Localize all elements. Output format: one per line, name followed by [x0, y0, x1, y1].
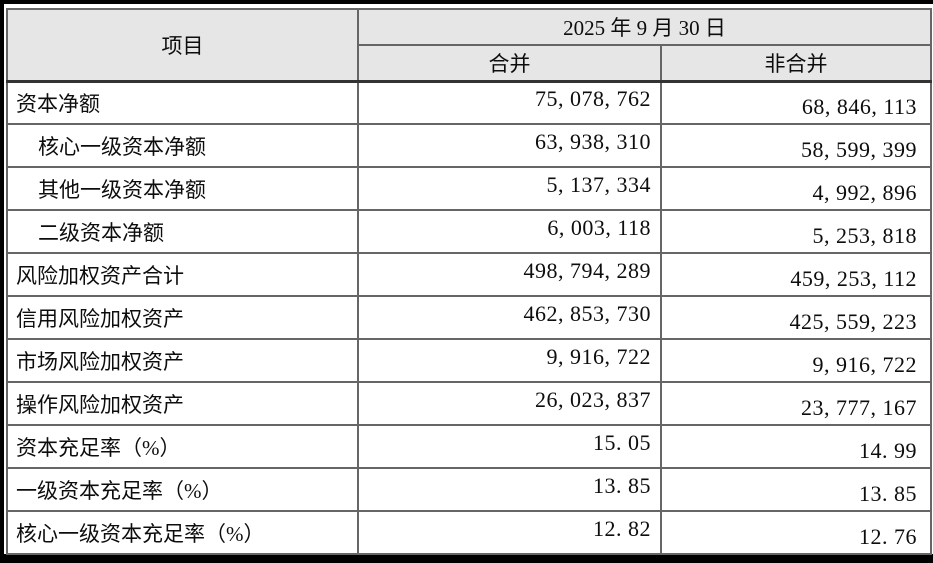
row-label: 核心一级资本充足率（%） [16, 521, 265, 546]
capital-adequacy-table: 项目 2025 年 9 月 30 日 合并 非合并 资本净额 75, 078, … [6, 8, 932, 555]
frame-edge-bottom [0, 554, 933, 563]
unconsolidated-value-cell: 459, 253, 112 [660, 252, 932, 297]
unconsolidated-value-cell: 425, 559, 223 [660, 295, 932, 340]
row-label-cell: 一级资本充足率（%） [6, 467, 359, 512]
consolidated-value-cell: 6, 003, 118 [357, 209, 662, 254]
row-label: 操作风险加权资产 [16, 392, 184, 417]
unconsolidated-value-cell: 14. 99 [660, 424, 932, 469]
consolidated-value: 12. 82 [593, 515, 651, 541]
row-label: 风险加权资产合计 [16, 263, 184, 288]
consolidated-value: 462, 853, 730 [523, 300, 651, 326]
table-row: 市场风险加权资产 9, 916, 722 9, 916, 722 [6, 338, 932, 383]
row-label-cell: 资本净额 [6, 80, 359, 125]
frame-edge-top [0, 0, 933, 4]
table-row: 核心一级资本充足率（%） 12. 82 12. 76 [6, 510, 932, 555]
unconsolidated-value: 4, 992, 896 [812, 179, 917, 205]
row-label-cell: 核心一级资本净额 [6, 123, 359, 168]
consolidated-value: 498, 794, 289 [523, 257, 651, 283]
consolidated-value-cell: 5, 137, 334 [357, 166, 662, 211]
row-label: 信用风险加权资产 [16, 306, 184, 331]
unconsolidated-value-cell: 58, 599, 399 [660, 123, 932, 168]
row-label-cell: 核心一级资本充足率（%） [6, 510, 359, 555]
row-label-cell: 其他一级资本净额 [6, 166, 359, 211]
date-column-header: 2025 年 9 月 30 日 [357, 8, 932, 46]
consolidated-value-cell: 63, 938, 310 [357, 123, 662, 168]
table-header: 项目 2025 年 9 月 30 日 合并 非合并 [6, 8, 932, 83]
consolidated-value: 13. 85 [593, 472, 651, 498]
unconsolidated-value: 459, 253, 112 [790, 265, 917, 291]
frame-edge-left [0, 0, 4, 563]
consolidated-column-header: 合并 [357, 44, 662, 83]
unconsolidated-value: 5, 253, 818 [812, 222, 917, 248]
row-label-cell: 风险加权资产合计 [6, 252, 359, 297]
row-label-cell: 资本充足率（%） [6, 424, 359, 469]
unconsolidated-value-cell: 23, 777, 167 [660, 381, 932, 426]
table-row: 核心一级资本净额 63, 938, 310 58, 599, 399 [6, 123, 932, 168]
unconsolidated-value: 68, 846, 113 [801, 93, 917, 119]
row-label-cell: 信用风险加权资产 [6, 295, 359, 340]
row-label-cell: 操作风险加权资产 [6, 381, 359, 426]
row-label: 市场风险加权资产 [16, 349, 184, 374]
unconsolidated-value: 13. 85 [859, 480, 917, 506]
consolidated-value: 9, 916, 722 [546, 343, 651, 369]
consolidated-value: 15. 05 [593, 429, 651, 455]
table-row: 信用风险加权资产 462, 853, 730 425, 559, 223 [6, 295, 932, 340]
table-row: 风险加权资产合计 498, 794, 289 459, 253, 112 [6, 252, 932, 297]
unconsolidated-value: 58, 599, 399 [801, 136, 917, 162]
header-row-date: 项目 2025 年 9 月 30 日 [6, 8, 932, 83]
table-row: 操作风险加权资产 26, 023, 837 23, 777, 167 [6, 381, 932, 426]
unconsolidated-value: 425, 559, 223 [789, 308, 917, 334]
consolidated-value-cell: 13. 85 [357, 467, 662, 512]
unconsolidated-column-header: 非合并 [660, 44, 932, 83]
unconsolidated-value: 12. 76 [859, 523, 917, 549]
row-label: 一级资本充足率（%） [16, 478, 223, 503]
consolidated-value: 6, 003, 118 [547, 214, 651, 240]
table-body: 资本净额 75, 078, 762 68, 846, 113 核心一级资本净额 … [6, 80, 932, 555]
item-column-header: 项目 [6, 8, 359, 83]
row-label: 二级资本净额 [38, 220, 164, 245]
consolidated-value: 63, 938, 310 [535, 128, 651, 154]
consolidated-value-cell: 12. 82 [357, 510, 662, 555]
unconsolidated-value-cell: 5, 253, 818 [660, 209, 932, 254]
consolidated-value-cell: 15. 05 [357, 424, 662, 469]
row-label: 其他一级资本净额 [38, 177, 206, 202]
unconsolidated-value-cell: 9, 916, 722 [660, 338, 932, 383]
unconsolidated-value-cell: 12. 76 [660, 510, 932, 555]
row-label: 资本充足率（%） [16, 435, 181, 460]
unconsolidated-value-cell: 4, 992, 896 [660, 166, 932, 211]
consolidated-value: 5, 137, 334 [546, 171, 651, 197]
consolidated-value: 75, 078, 762 [535, 85, 651, 111]
unconsolidated-value: 14. 99 [859, 437, 917, 463]
unconsolidated-value-cell: 68, 846, 113 [660, 80, 932, 125]
consolidated-value: 26, 023, 837 [535, 386, 651, 412]
table-row: 其他一级资本净额 5, 137, 334 4, 992, 896 [6, 166, 932, 211]
table-row: 资本净额 75, 078, 762 68, 846, 113 [6, 80, 932, 125]
table-row: 一级资本充足率（%） 13. 85 13. 85 [6, 467, 932, 512]
unconsolidated-value-cell: 13. 85 [660, 467, 932, 512]
consolidated-value-cell: 498, 794, 289 [357, 252, 662, 297]
row-label: 核心一级资本净额 [38, 134, 206, 159]
consolidated-value-cell: 9, 916, 722 [357, 338, 662, 383]
unconsolidated-value: 9, 916, 722 [812, 351, 917, 377]
table-row: 资本充足率（%） 15. 05 14. 99 [6, 424, 932, 469]
row-label-cell: 市场风险加权资产 [6, 338, 359, 383]
consolidated-value-cell: 75, 078, 762 [357, 80, 662, 125]
consolidated-value-cell: 26, 023, 837 [357, 381, 662, 426]
table-row: 二级资本净额 6, 003, 118 5, 253, 818 [6, 209, 932, 254]
row-label-cell: 二级资本净额 [6, 209, 359, 254]
header-row-subcolumns: 合并 非合并 [7, 44, 932, 83]
row-label: 资本净额 [16, 91, 100, 116]
unconsolidated-value: 23, 777, 167 [801, 394, 917, 420]
consolidated-value-cell: 462, 853, 730 [357, 295, 662, 340]
